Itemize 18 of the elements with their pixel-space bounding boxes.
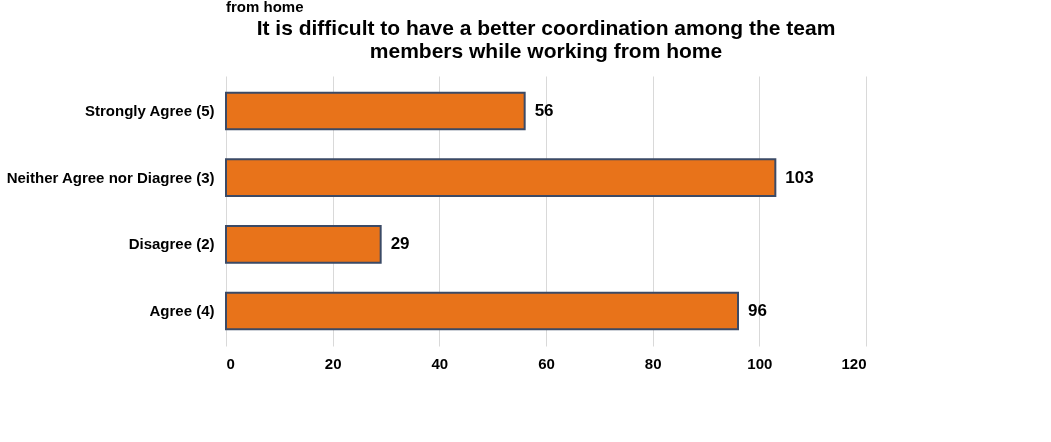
text: It is difficult to have a better coordination among the team xyxy=(256,16,836,39)
x-tick-label: 60 xyxy=(538,354,555,372)
y-tick-label: Neither Agree nor Diagree (3) xyxy=(6,168,215,186)
y-tick-label: Disagree (2) xyxy=(128,235,215,253)
y-tick-label: Agree (4) xyxy=(149,302,215,319)
x-tick-label: 0 xyxy=(226,354,235,372)
x-tick-label: 40 xyxy=(431,354,449,372)
data-label: 96 xyxy=(748,301,767,320)
x-tick-label: 80 xyxy=(644,354,662,372)
text: members while working from home xyxy=(369,39,723,62)
y-tick-label: Strongly Agree (5) xyxy=(85,102,215,119)
x-tick-label: 100 xyxy=(747,354,773,372)
data-label: 29 xyxy=(390,234,410,254)
x-tick-label: 20 xyxy=(324,354,342,372)
text: from home xyxy=(226,0,304,15)
data-label: 103 xyxy=(785,167,814,187)
x-tick-label: 120 xyxy=(841,354,867,372)
data-label: 56 xyxy=(534,101,554,120)
